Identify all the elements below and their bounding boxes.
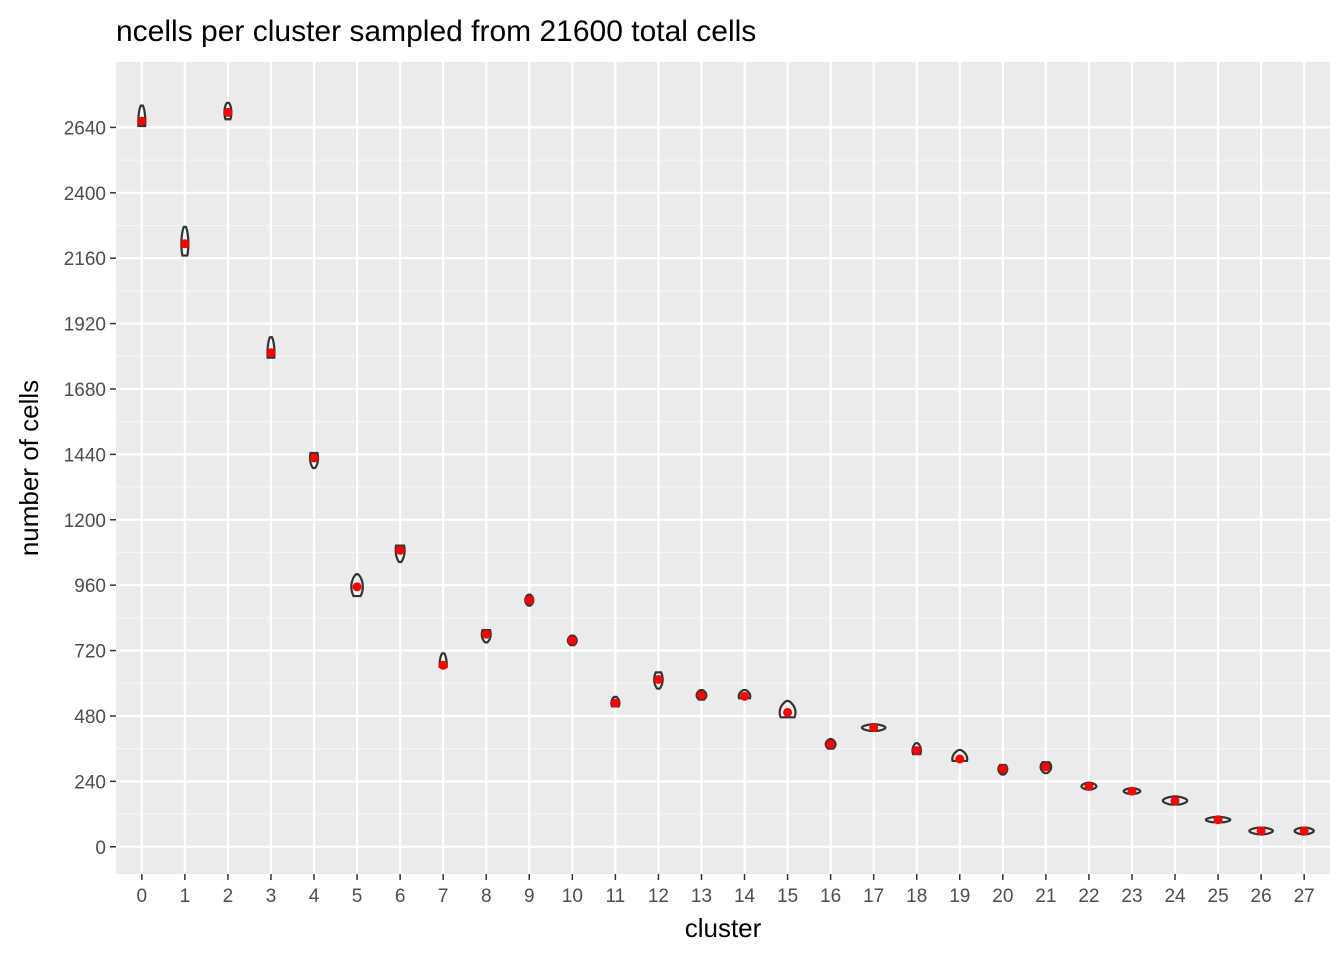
mean-point-cluster-12 <box>653 674 663 684</box>
mean-point-cluster-0 <box>137 116 147 126</box>
y-tick-label: 240 <box>74 772 106 793</box>
y-tick-label: 480 <box>74 707 106 728</box>
x-tick-label: 10 <box>562 886 583 907</box>
y-tick-label: 720 <box>74 642 106 663</box>
x-axis-title: cluster <box>685 913 762 943</box>
x-tick-label: 8 <box>481 886 492 907</box>
y-axis-title: number of cells <box>14 380 44 556</box>
major-gridlines <box>116 62 1330 874</box>
plot-panel <box>116 62 1330 874</box>
y-tick-label: 1440 <box>64 445 106 466</box>
x-tick-label: 19 <box>949 886 970 907</box>
mean-point-cluster-3 <box>266 348 276 358</box>
mean-point-cluster-7 <box>438 660 448 670</box>
mean-point-cluster-19 <box>955 754 965 764</box>
y-tick-label: 960 <box>74 576 106 597</box>
mean-point-cluster-20 <box>998 764 1008 774</box>
mean-point-cluster-21 <box>1041 762 1051 772</box>
y-tick-label: 2640 <box>64 118 106 139</box>
x-tick-label: 2 <box>223 886 234 907</box>
x-tick-label: 1 <box>180 886 191 907</box>
mean-point-cluster-24 <box>1170 796 1180 806</box>
x-tick-label: 14 <box>734 886 756 907</box>
y-tick-label: 2400 <box>64 184 106 205</box>
mean-point-cluster-10 <box>567 635 577 645</box>
x-tick-label: 18 <box>906 886 927 907</box>
x-axis: 0 1 2 3 4 5 6 7 8 9 10 11 12 13 14 15 16 17 18 19 20 21 22 23 24… <box>137 874 1315 907</box>
x-tick-label: 24 <box>1164 886 1186 907</box>
x-tick-label: 0 <box>137 886 148 907</box>
mean-point-cluster-9 <box>524 595 534 605</box>
mean-points <box>137 107 1309 836</box>
mean-point-cluster-5 <box>352 582 362 592</box>
x-tick-label: 11 <box>606 886 626 907</box>
x-tick-label: 7 <box>438 886 449 907</box>
mean-point-cluster-23 <box>1127 786 1137 796</box>
mean-point-cluster-25 <box>1213 815 1223 825</box>
x-tick-label: 23 <box>1121 886 1142 907</box>
mean-point-cluster-4 <box>309 453 319 463</box>
mean-point-cluster-17 <box>869 723 879 733</box>
x-tick-label: 15 <box>777 886 798 907</box>
x-tick-label: 4 <box>309 886 320 907</box>
y-axis: 0 240 480 720 960 1200 1440 1680 1920 2160 2400 264… <box>64 118 116 859</box>
x-tick-label: 25 <box>1208 886 1229 907</box>
mean-point-cluster-22 <box>1084 781 1094 791</box>
y-tick-label: 1920 <box>64 315 106 336</box>
chart-title: ncells per cluster sampled from 21600 to… <box>116 15 756 48</box>
x-tick-label: 22 <box>1078 886 1099 907</box>
x-tick-label: 21 <box>1035 886 1056 907</box>
y-tick-label: 2160 <box>64 249 106 270</box>
x-tick-label: 6 <box>395 886 406 907</box>
x-tick-label: 9 <box>524 886 535 907</box>
x-tick-label: 26 <box>1251 886 1272 907</box>
x-tick-label: 12 <box>648 886 669 907</box>
mean-point-cluster-26 <box>1256 826 1266 836</box>
mean-point-cluster-18 <box>912 746 922 756</box>
mean-point-cluster-6 <box>395 545 405 555</box>
mean-point-cluster-1 <box>180 239 190 249</box>
mean-point-cluster-15 <box>783 707 793 717</box>
x-tick-label: 13 <box>691 886 712 907</box>
mean-point-cluster-14 <box>740 691 750 701</box>
y-tick-label: 0 <box>95 838 106 859</box>
mean-point-cluster-27 <box>1299 826 1309 836</box>
y-tick-label: 1200 <box>64 511 106 532</box>
x-tick-label: 16 <box>820 886 841 907</box>
mean-point-cluster-2 <box>223 107 233 117</box>
mean-point-cluster-13 <box>696 690 706 700</box>
x-tick-label: 3 <box>266 886 277 907</box>
x-tick-label: 27 <box>1294 886 1315 907</box>
mean-point-cluster-16 <box>826 739 836 749</box>
y-tick-label: 1680 <box>64 380 106 401</box>
mean-point-cluster-11 <box>610 698 620 708</box>
x-tick-label: 5 <box>352 886 363 907</box>
x-tick-label: 17 <box>863 886 884 907</box>
mean-point-cluster-8 <box>481 629 491 639</box>
minor-gridlines <box>116 159 1330 815</box>
x-tick-label: 20 <box>992 886 1013 907</box>
